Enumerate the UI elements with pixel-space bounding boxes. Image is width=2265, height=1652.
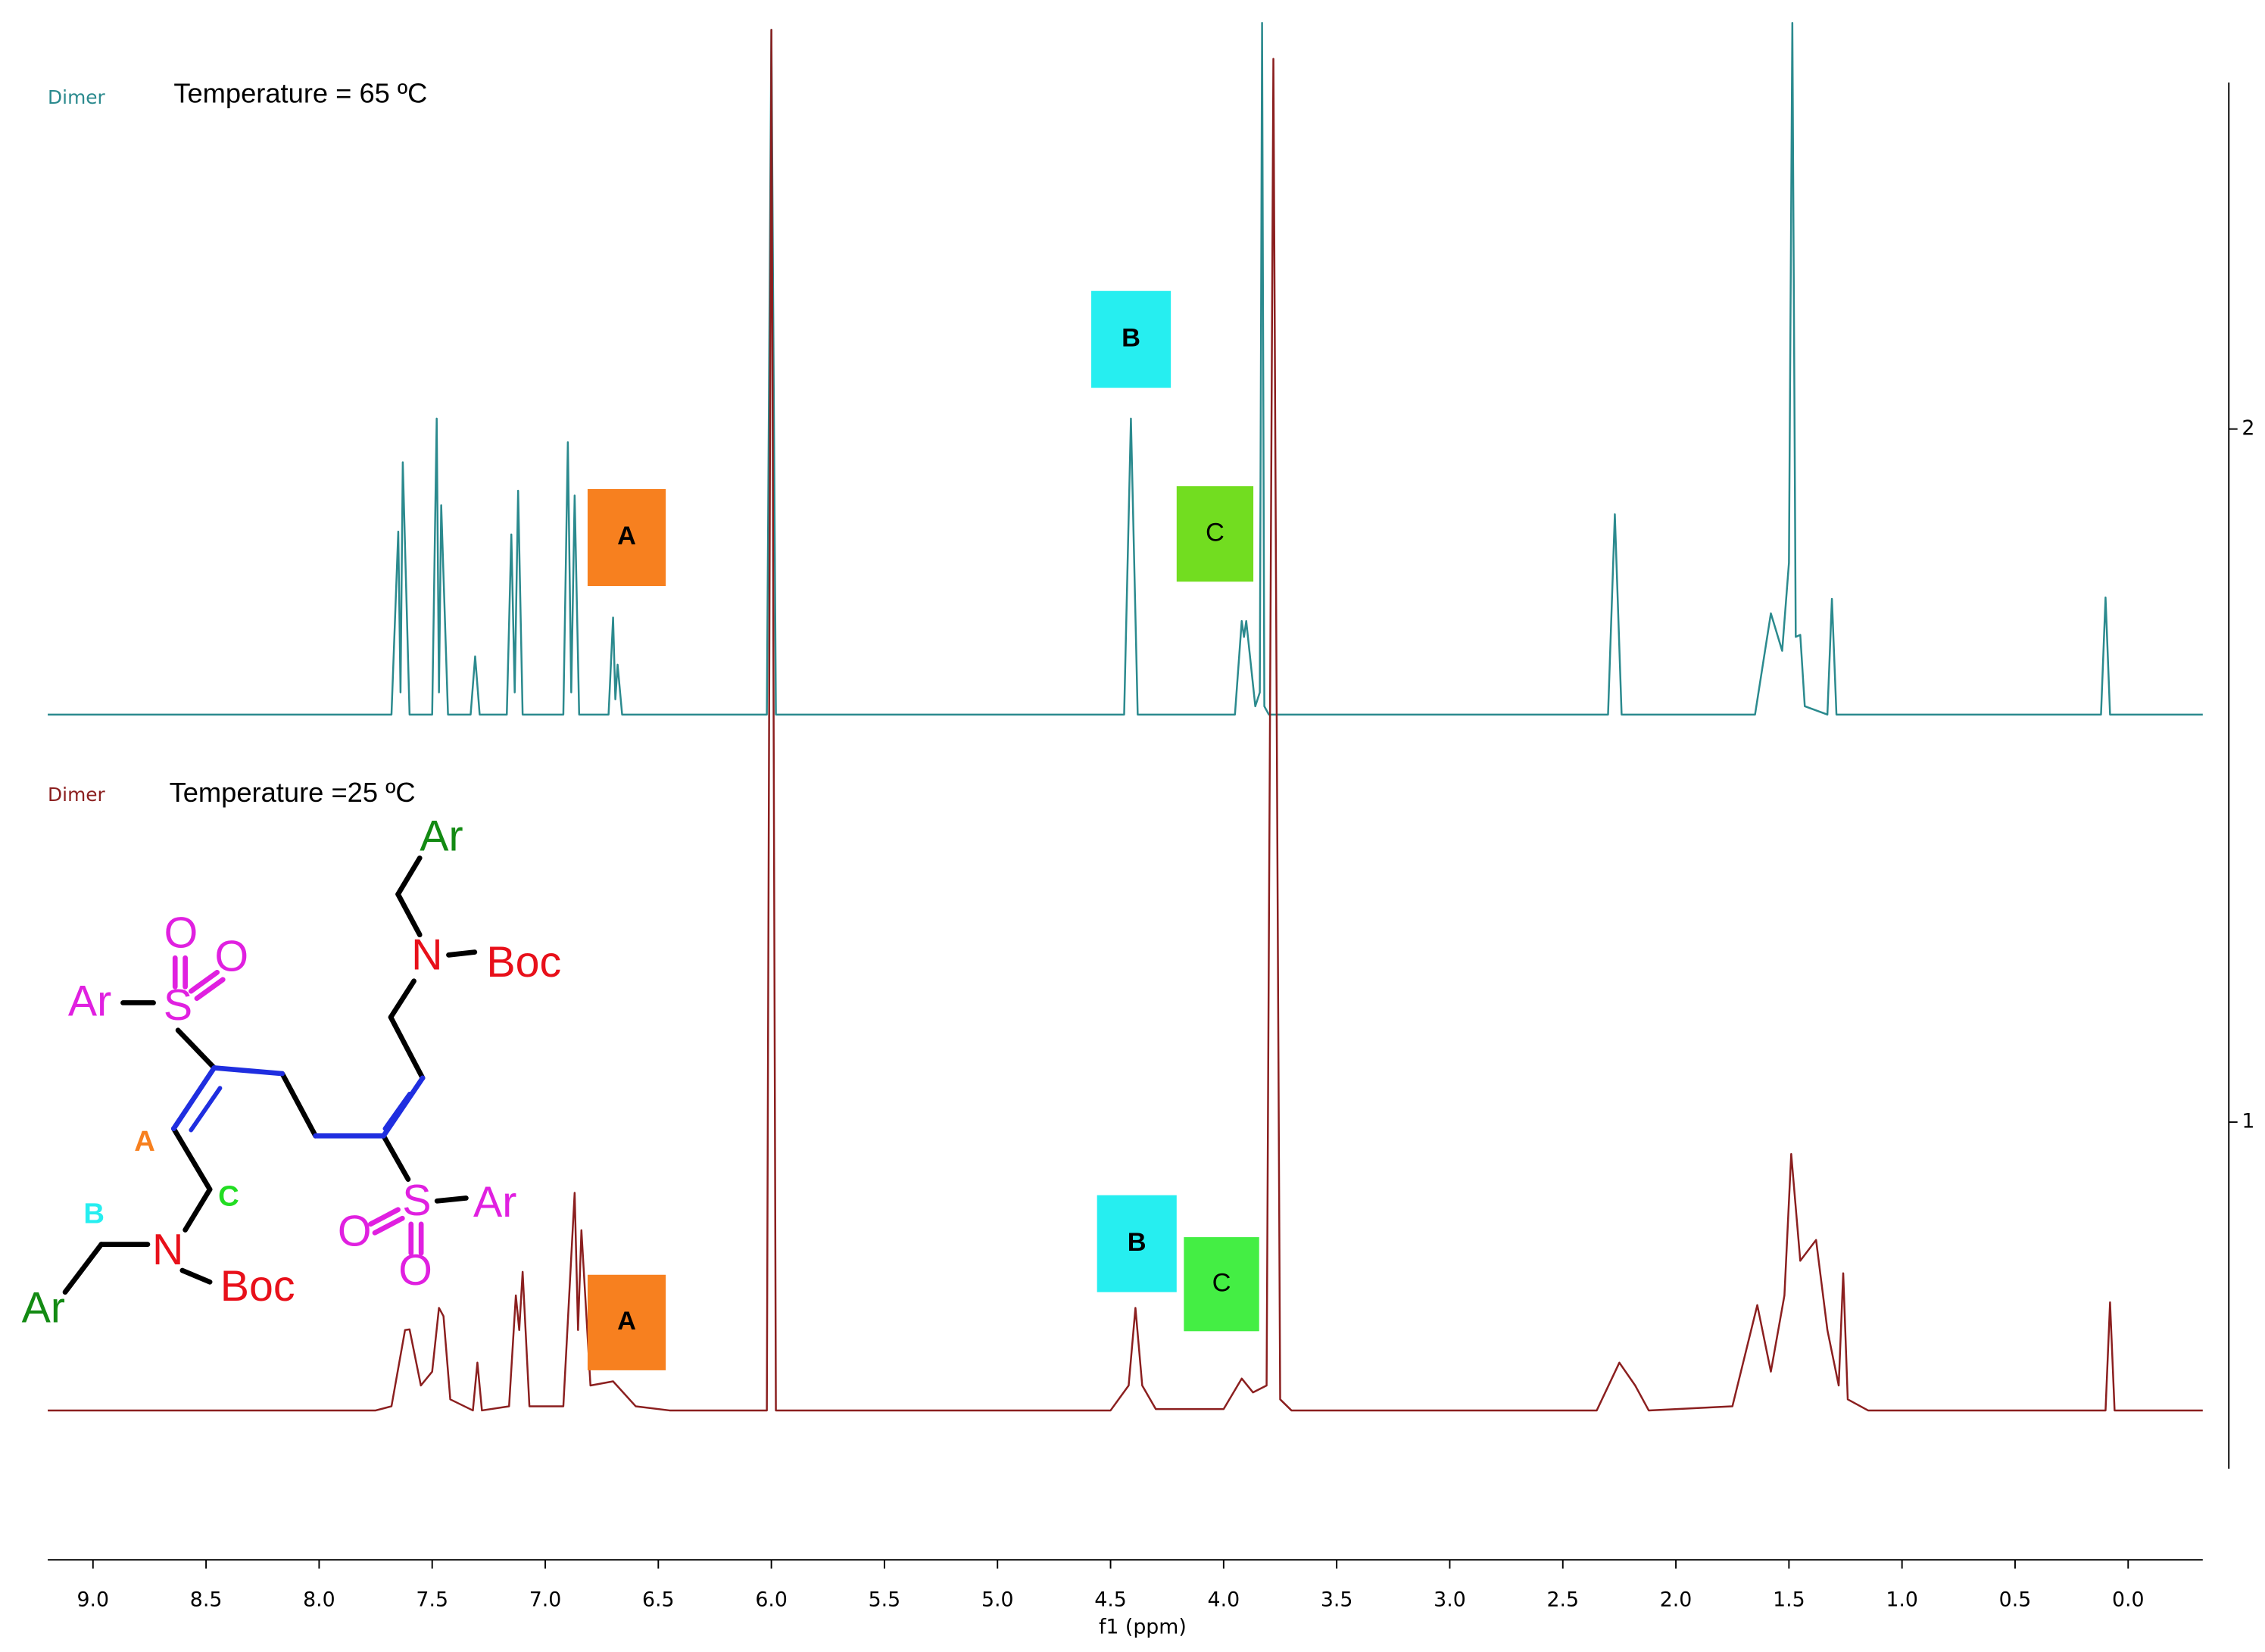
y2-tick-label: 2 [2242, 416, 2254, 440]
structure-label: Boc [220, 1262, 295, 1311]
x-tick-label: 7.5 [416, 1588, 448, 1611]
annotation-box [587, 1274, 666, 1370]
structure-label: Boc [486, 938, 561, 987]
x-tick-label: 0.0 [2112, 1588, 2145, 1611]
annotation-box [1184, 1237, 1259, 1332]
x-tick-label: 3.5 [1321, 1588, 1353, 1611]
legend-name: Dimer [48, 784, 105, 806]
x-tick-label: 2.5 [1546, 1588, 1579, 1611]
x-tick-label: 5.5 [869, 1588, 901, 1611]
structure-label: N [152, 1226, 183, 1274]
structure-label: Ar [420, 812, 463, 861]
spectrum-line [48, 21, 2203, 716]
structure-label: Ar [473, 1178, 516, 1227]
x-tick-label: 1.0 [1886, 1588, 1918, 1611]
x-tick-label: 4.0 [1208, 1588, 1240, 1611]
annotation-label: B [1128, 1228, 1147, 1257]
structure-label: N [411, 930, 442, 979]
x-tick-label: 4.5 [1094, 1588, 1127, 1611]
x-tick-label: 6.0 [755, 1588, 788, 1611]
annotation-label: C [1206, 518, 1225, 547]
x-tick-label: 7.0 [529, 1588, 562, 1611]
spectrum-line [48, 29, 2203, 1412]
structure-label: B [83, 1197, 105, 1230]
annotation-box [1176, 486, 1254, 582]
structure-bonds [62, 855, 478, 1295]
x-tick-label: 9.0 [77, 1588, 110, 1611]
structure-label: C [218, 1180, 239, 1213]
structure-label: O [164, 909, 198, 958]
x-tick-label: 1.5 [1773, 1588, 1805, 1611]
annotation-box [1091, 291, 1171, 388]
structure-label: S [164, 981, 192, 1030]
x-tick-label: 6.5 [642, 1588, 675, 1611]
structure-label: O [214, 932, 248, 980]
structure-label: O [398, 1246, 432, 1295]
x-axis-label: f1 (ppm) [1099, 1616, 1187, 1639]
x-tick-label: 5.0 [981, 1588, 1014, 1611]
legend-label: Temperature =25 ºC [170, 777, 416, 808]
y2-tick-label: 1 [2242, 1110, 2254, 1133]
annotation-label: B [1122, 323, 1140, 352]
annotation-label: A [617, 1307, 636, 1336]
x-tick-label: 3.0 [1434, 1588, 1466, 1611]
structure-label: O [338, 1207, 372, 1255]
structure-label: Ar [22, 1284, 65, 1333]
annotation-label: C [1212, 1268, 1231, 1297]
structure-label: S [402, 1177, 431, 1225]
annotation-label: A [617, 522, 636, 550]
legend-name: Dimer [48, 86, 105, 108]
structure-label: A [134, 1125, 155, 1158]
x-tick-label: 0.5 [1999, 1588, 2032, 1611]
annotation-box [587, 488, 666, 587]
annotation-box [1097, 1195, 1177, 1292]
structure-label: Ar [68, 977, 111, 1026]
x-tick-label: 8.0 [303, 1588, 335, 1611]
legend-label: Temperature = 65 ºC [173, 78, 427, 109]
x-tick-label: 8.5 [190, 1588, 223, 1611]
x-tick-label: 2.0 [1660, 1588, 1693, 1611]
